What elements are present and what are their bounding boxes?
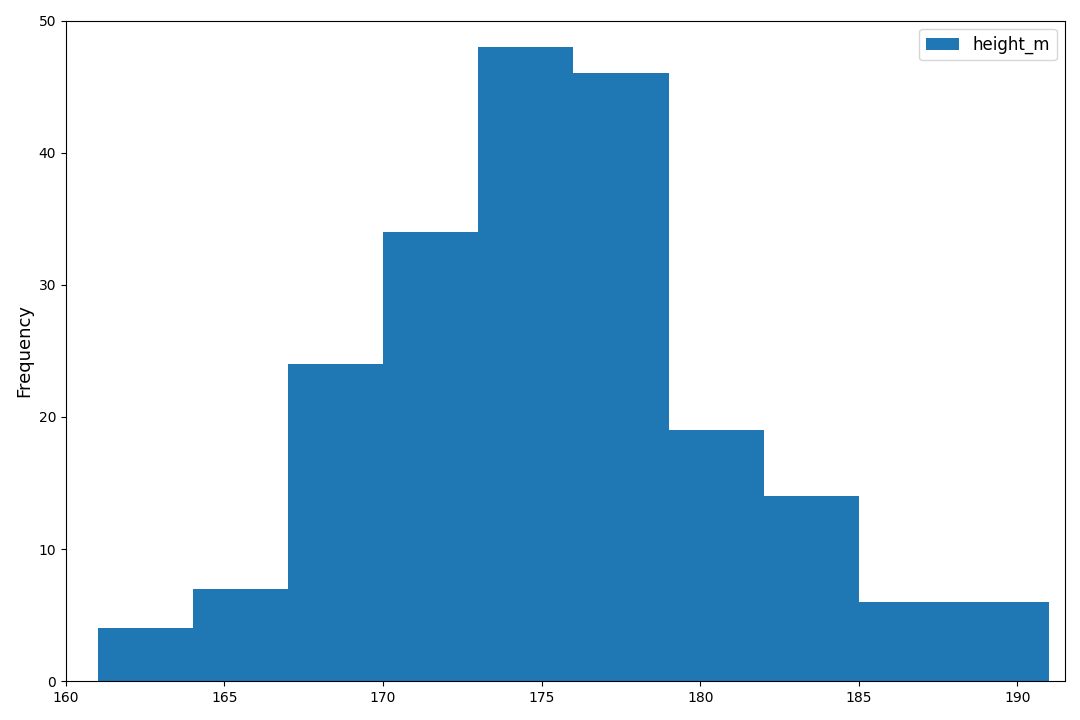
Y-axis label: Frequency: Frequency bbox=[15, 305, 33, 397]
Legend: height_m: height_m bbox=[919, 29, 1056, 60]
